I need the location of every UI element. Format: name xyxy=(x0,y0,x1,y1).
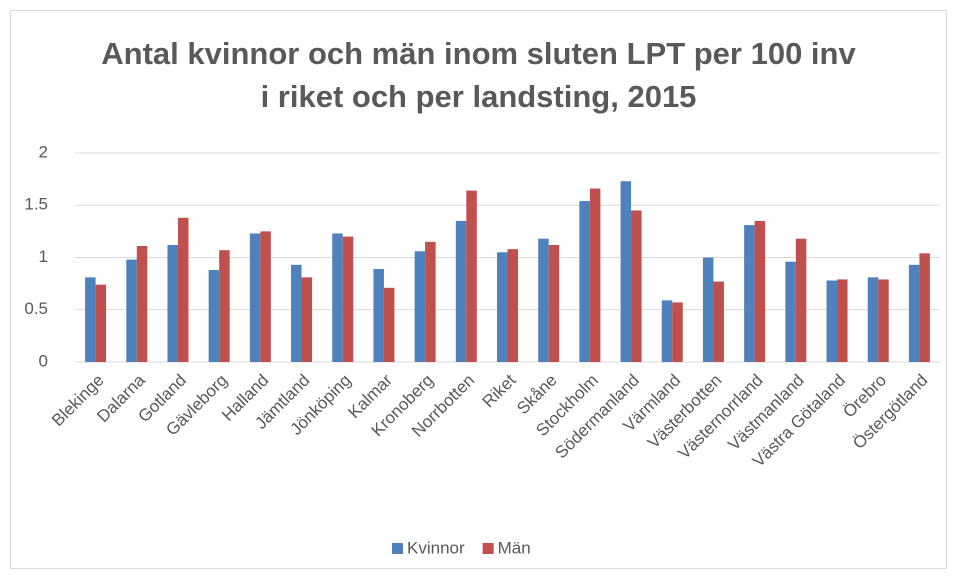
bar xyxy=(867,277,879,362)
bar xyxy=(919,253,930,362)
bar xyxy=(291,264,302,362)
bar xyxy=(713,281,724,362)
legend-label: Män xyxy=(498,538,531,557)
bar xyxy=(95,284,107,362)
bar xyxy=(826,280,838,362)
bar xyxy=(589,188,601,362)
bar xyxy=(538,238,549,362)
bar xyxy=(908,264,920,362)
bar xyxy=(466,190,477,362)
chart-title: Antal kvinnor och män inom sluten LPT pe… xyxy=(101,36,856,114)
bar xyxy=(342,236,354,362)
y-tick-label: 1 xyxy=(39,247,48,266)
bar xyxy=(383,287,395,362)
bar xyxy=(702,257,714,362)
legend-swatch xyxy=(392,543,403,554)
bar xyxy=(301,277,313,362)
y-tick-label: 0 xyxy=(39,351,48,370)
bar xyxy=(837,279,848,362)
y-tick-label: 0.5 xyxy=(24,299,48,318)
bar xyxy=(219,250,230,362)
bar xyxy=(414,251,426,362)
bar xyxy=(126,259,137,362)
bar xyxy=(455,220,467,362)
bar xyxy=(208,270,220,362)
y-tick-label: 2 xyxy=(39,142,48,161)
bar xyxy=(260,231,271,362)
bar xyxy=(136,246,148,362)
bar xyxy=(631,210,642,362)
bar xyxy=(548,244,560,362)
bar xyxy=(878,279,889,362)
bar xyxy=(744,225,755,362)
bar xyxy=(661,300,673,362)
bar xyxy=(579,201,590,362)
y-tick-label: 1.5 xyxy=(24,195,48,214)
bar xyxy=(85,277,96,362)
legend-label: Kvinnor xyxy=(407,538,465,557)
bar xyxy=(177,217,189,362)
bar xyxy=(425,241,436,362)
bar xyxy=(249,233,261,362)
bar xyxy=(785,261,796,362)
bar xyxy=(373,268,384,362)
legend-swatch xyxy=(482,543,494,554)
bar xyxy=(167,244,178,362)
bar xyxy=(795,238,807,362)
bar xyxy=(507,249,518,362)
bar xyxy=(672,302,683,362)
bar xyxy=(620,181,632,362)
bar xyxy=(497,252,508,362)
bar xyxy=(332,233,343,362)
bar xyxy=(754,220,766,362)
